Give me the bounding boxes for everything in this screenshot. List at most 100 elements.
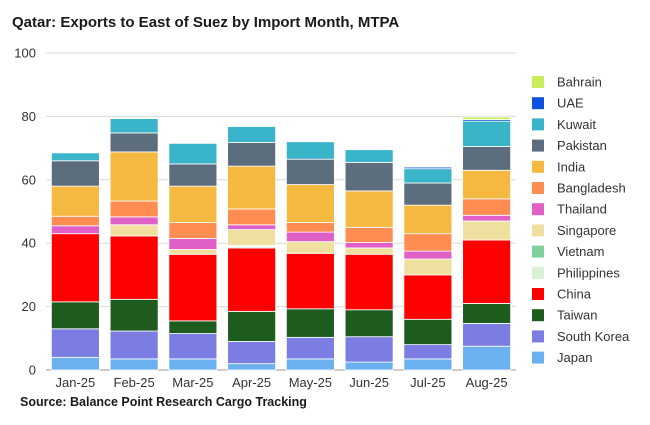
bar-segment-pakistan [227, 141, 277, 167]
bar-segment-taiwan [50, 301, 100, 330]
bar-segment-india [285, 184, 335, 223]
bar-segment-india [227, 165, 277, 210]
bar-segment-pakistan [285, 158, 335, 185]
legend-swatch [532, 245, 544, 258]
bar-segment-taiwan [109, 298, 159, 332]
legend-label: Thailand [557, 202, 607, 217]
bar-segment-thailand [227, 224, 277, 230]
bar-segment-kuwait [403, 168, 453, 184]
bar-segment-china [285, 252, 335, 310]
legend-swatch [532, 288, 544, 300]
bar-segment-kuwait [227, 126, 277, 143]
bar-segment-bangladesh [50, 215, 100, 227]
legend-swatch [532, 266, 544, 279]
legend-label: South Korea [557, 329, 630, 344]
source-note: Source: Balance Point Research Cargo Tra… [20, 395, 307, 409]
y-tick-label: 0 [29, 363, 36, 378]
y-tick-label: 60 [22, 172, 36, 187]
bar-segment-taiwan [344, 309, 394, 338]
bar-segment-japan [462, 345, 512, 371]
legend-label: Bangladesh [557, 181, 626, 196]
bar-segment-bangladesh [462, 198, 512, 216]
bar-segment-taiwan [285, 308, 335, 338]
bar-segment-kuwait [344, 149, 394, 163]
bar-segment-pakistan [168, 163, 218, 187]
x-tick-label: Jan-25 [56, 375, 96, 390]
bar-segment-china [403, 274, 453, 320]
legend-swatch [532, 203, 544, 216]
bar-segment-taiwan [462, 303, 512, 324]
bar-segment-thailand [50, 225, 100, 235]
bar-segment-china [462, 239, 512, 304]
bar-segment-singapore [109, 224, 159, 237]
bar-segment-pakistan [403, 182, 453, 206]
y-tick-label: 20 [22, 299, 36, 314]
legend-swatch [532, 97, 544, 110]
x-tick-label: Mar-25 [172, 375, 213, 390]
bar-segment-kuwait [109, 118, 159, 134]
bar-segment-singapore [462, 220, 512, 241]
legend-label: Vietnam [557, 244, 604, 259]
legend-label: Pakistan [557, 138, 607, 153]
bar-segment-south-korea [50, 328, 100, 358]
bar-segment-south-korea [109, 330, 159, 360]
x-axis-ticks: Jan-25 Feb-25 Mar-25 Apr-25 May-25 Jun-25 Jul-… [56, 375, 508, 390]
bar-segment-thailand [403, 250, 453, 260]
legend-swatch [532, 351, 544, 364]
bar-segment-bahrain [462, 116, 512, 120]
bar-segment-south-korea [168, 333, 218, 360]
x-tick-label: Apr-25 [232, 375, 271, 390]
bar-segment-south-korea [227, 341, 277, 365]
bar-segment-south-korea [344, 336, 394, 363]
bars [50, 116, 512, 371]
bar-segment-india [109, 151, 159, 202]
bar-segment-pakistan [50, 160, 100, 187]
bar-segment-bangladesh [227, 208, 277, 226]
legend-swatch [532, 309, 544, 322]
bar-segment-south-korea [403, 344, 453, 360]
bar-segment-taiwan [168, 320, 218, 334]
bar-segment-bangladesh [403, 233, 453, 252]
legend-swatch [532, 224, 544, 237]
y-tick-label: 40 [22, 236, 36, 251]
bar-segment-kuwait [462, 120, 512, 147]
bar-segment-japan [227, 363, 277, 371]
bar-segment-taiwan [227, 310, 277, 342]
bar-segment-bangladesh [168, 222, 218, 239]
bar-segment-kuwait [285, 141, 335, 160]
bar-segment-south-korea [285, 336, 335, 360]
bar-segment-bangladesh [109, 200, 159, 218]
bar-segment-kuwait [50, 152, 100, 162]
bar-segment-singapore [344, 247, 394, 255]
bar-segment-china [50, 233, 100, 303]
bar-segment-thailand [462, 214, 512, 222]
legend-swatch [532, 118, 544, 131]
bar-segment-pakistan [109, 132, 159, 153]
bar-segment-india [403, 204, 453, 235]
bar-segment-singapore [227, 229, 277, 246]
bar-segment-kuwait [168, 142, 218, 165]
x-tick-label: May-25 [289, 375, 332, 390]
bar-segment-china [109, 235, 159, 300]
bar-segment-south-korea [462, 323, 512, 347]
bar-segment-taiwan [403, 318, 453, 346]
x-tick-label: Aug-25 [466, 375, 508, 390]
legend-label: India [557, 159, 586, 174]
bar-segment-bangladesh [285, 222, 335, 233]
bar-segment-thailand [109, 216, 159, 226]
legend-swatch [532, 182, 544, 194]
bar-segment-pakistan [462, 146, 512, 171]
legend-label: Bahrain [557, 75, 602, 90]
chart-title: Qatar: Exports to East of Suez by Import… [12, 14, 400, 31]
bar-segment-singapore [285, 241, 335, 254]
bar-segment-japan [285, 358, 335, 371]
legend-swatch [532, 139, 544, 152]
bar-segment-japan [168, 358, 218, 371]
legend-label: Kuwait [557, 117, 596, 132]
bar-segment-japan [50, 356, 100, 371]
bar-segment-thailand [168, 238, 218, 250]
bar-segment-china [227, 247, 277, 312]
legend-label: Singapore [557, 223, 616, 238]
legend-swatch [532, 160, 544, 173]
y-tick-label: 80 [22, 109, 36, 124]
